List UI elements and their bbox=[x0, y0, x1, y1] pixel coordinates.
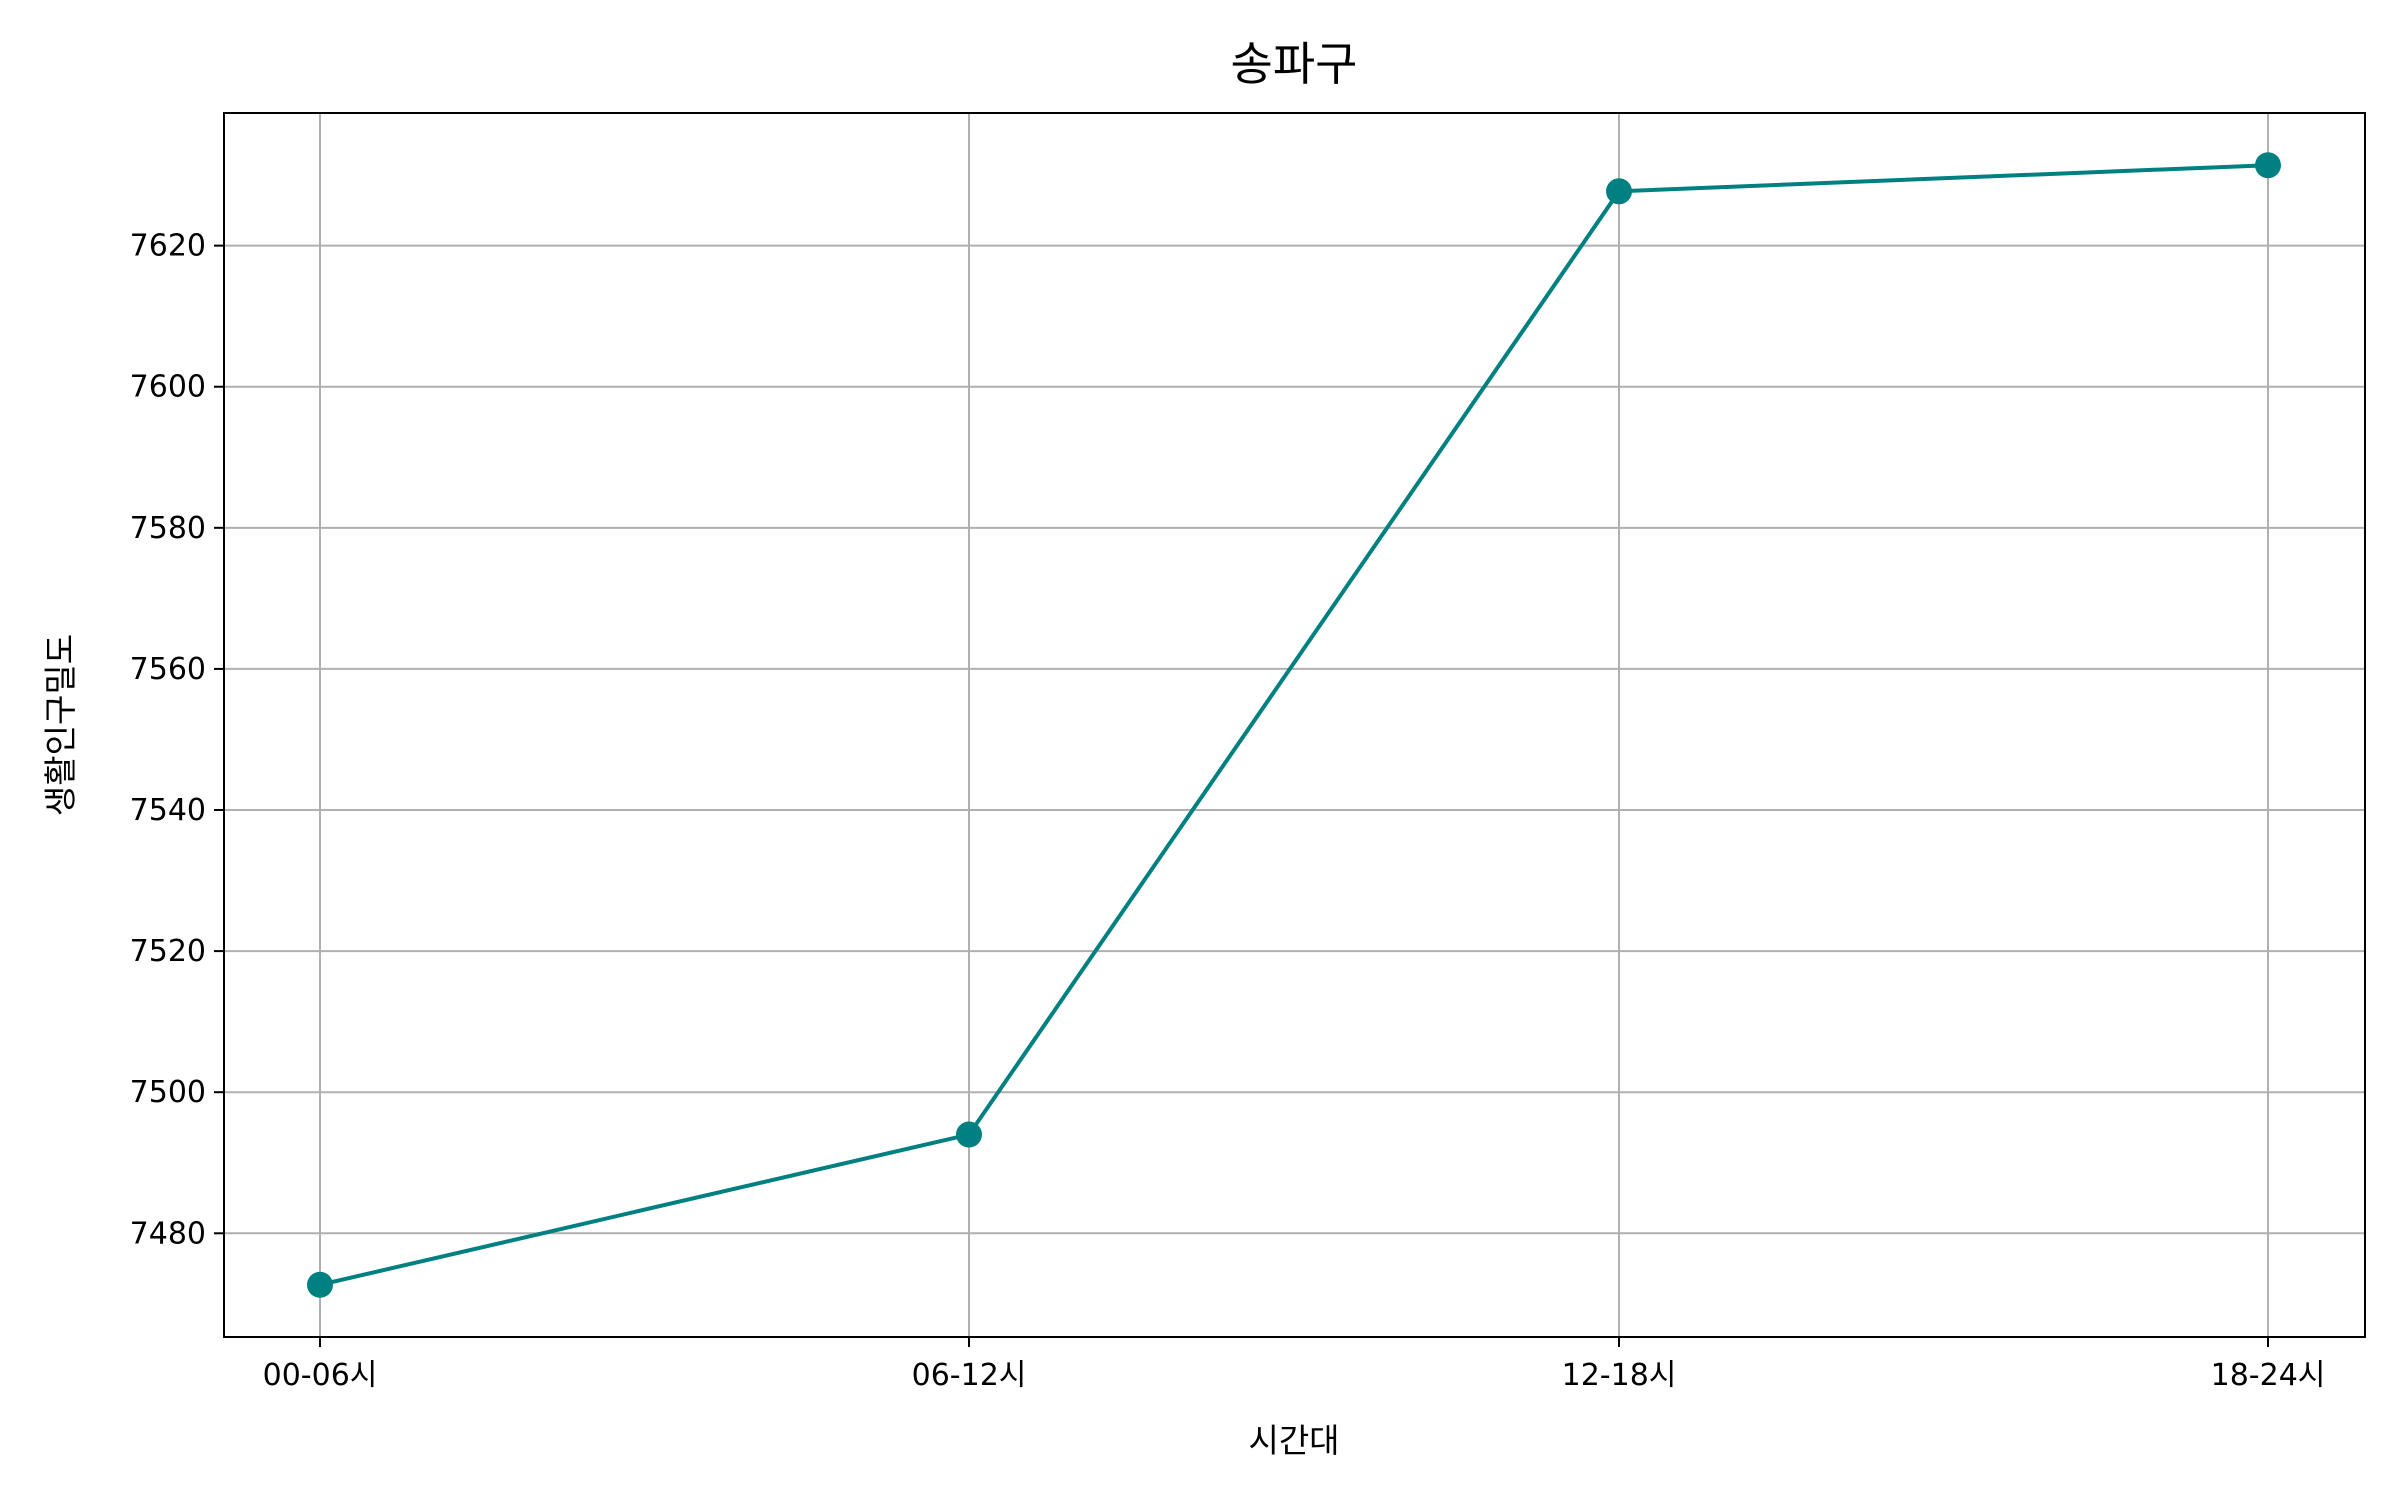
tick-layer: 00-06시 06-12시 12-18시 18-24시 7480 7500 7520 7540… bbox=[130, 229, 2326, 1393]
y-tick-label: 7500 bbox=[130, 1075, 206, 1110]
plot-frame bbox=[223, 112, 2366, 1338]
y-tick-label: 7580 bbox=[130, 511, 206, 546]
data-point-marker bbox=[1606, 178, 1632, 205]
y-tick-label: 7560 bbox=[130, 652, 206, 687]
grid-layer bbox=[224, 113, 2365, 1337]
series-layer bbox=[307, 152, 2281, 1298]
data-point-marker bbox=[2255, 152, 2281, 179]
y-tick-label: 7540 bbox=[130, 793, 206, 828]
x-tick-label: 00-06시 bbox=[263, 1358, 378, 1393]
chart-title: 송파구 bbox=[1231, 37, 1358, 91]
x-axis-label: 시간대 bbox=[1248, 1421, 1339, 1460]
y-tick-label: 7620 bbox=[130, 229, 206, 264]
y-tick-label: 7520 bbox=[130, 934, 206, 969]
y-axis-label: 생활인구밀도 bbox=[41, 634, 80, 816]
x-tick-label: 12-18시 bbox=[1562, 1358, 1677, 1393]
x-tick-label: 18-24시 bbox=[2211, 1358, 2326, 1393]
y-tick-label: 7480 bbox=[130, 1216, 206, 1251]
x-tick-label: 06-12시 bbox=[912, 1358, 1027, 1393]
data-point-marker bbox=[956, 1121, 982, 1148]
series-line bbox=[319, 163, 2269, 1287]
data-point-marker bbox=[307, 1271, 333, 1298]
y-tick-label: 7600 bbox=[130, 370, 206, 405]
